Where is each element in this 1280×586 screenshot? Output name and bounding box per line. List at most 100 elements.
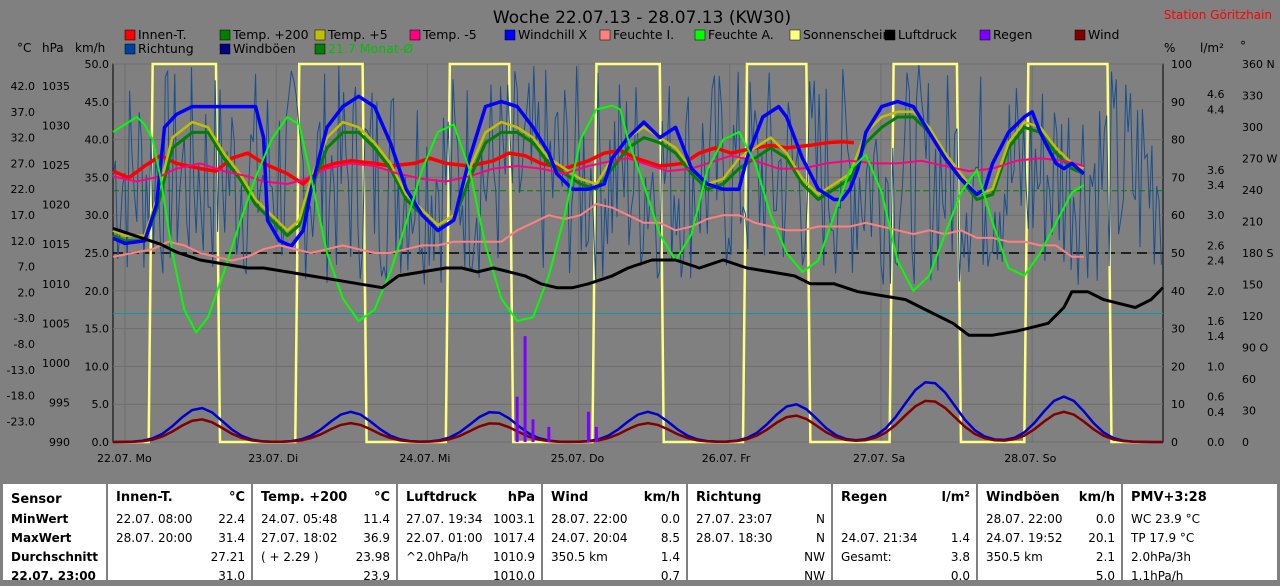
legend-label: Temp. +5 <box>327 27 388 42</box>
max-value: 31.4 <box>218 531 245 545</box>
hum-tick-label: 20 <box>1171 360 1185 373</box>
dir-tick-label: 150 <box>1242 279 1263 292</box>
min-value: 11.4 <box>363 512 390 526</box>
col-title: Wind <box>551 490 589 505</box>
press-tick-label: 990 <box>49 436 70 449</box>
legend-swatch <box>124 43 136 55</box>
col-title: Regen <box>841 490 888 505</box>
col-title: Temp. +200 <box>261 490 348 505</box>
temp-tick-label: 27.0 <box>11 157 36 170</box>
dir-tick-label: 240 <box>1242 184 1263 197</box>
weather-chart-area: 42.0 37.0 32.0 27.0 22.0 17.0 12.0 7.0 2.0 -3.0 -8… <box>6 8 1278 465</box>
press-tick-label: 1005 <box>42 317 70 330</box>
dir-tick-label: 300 <box>1242 121 1263 134</box>
dir-tick-label: 210 <box>1242 216 1263 229</box>
hum-tick-label: 90 <box>1171 96 1185 109</box>
avg-value: 1010.9 <box>493 550 535 564</box>
windchill-value: WC 23.9 °C <box>1131 512 1200 526</box>
day-label: 28.07. So <box>1004 452 1056 465</box>
wind-tick-label: 10.0 <box>85 360 110 373</box>
current-value: 0.0 <box>950 569 970 583</box>
dir-tick-label: 60 <box>1242 373 1256 386</box>
legend-swatch <box>979 29 991 41</box>
stats-col-wind: Wind km/h 28.07. 22:00 0.0 24.07. 20:04 8.5… <box>543 484 686 583</box>
temp-tick-label: -3.0 <box>14 312 35 325</box>
day-label: 25.07. Do <box>551 452 605 465</box>
legend-swatch <box>409 29 421 41</box>
axis-unit-rain: l/m² <box>1200 41 1224 55</box>
avg-value: 23.98 <box>355 550 390 564</box>
rain-tick-label: 0.4 <box>1207 406 1225 419</box>
current-value: NW <box>804 569 825 583</box>
legend-swatch <box>789 29 801 41</box>
series-tm5 <box>112 154 1085 185</box>
series-huma <box>112 104 1085 334</box>
dir-tick-label: 90 O <box>1242 342 1268 355</box>
rain-tick-label: 1.0 <box>1207 360 1225 373</box>
stats-col-luftdruck: Luftdruck hPa 27.07. 19:34 1003.1 22.07. 0… <box>398 484 541 583</box>
hum-tick-label: 0 <box>1171 436 1178 449</box>
rain-tick-label: 3.4 <box>1207 179 1225 192</box>
stats-row-labels: Sensor MinWert MaxWert Durchschnitt 22.0… <box>3 484 106 583</box>
col-title: Luftdruck <box>406 490 477 505</box>
stats-col-innen: Innen-T. °C 22.07. 08:00 22.4 28.07. 20:00… <box>108 484 251 583</box>
dewpoint-value: TP 17.9 °C <box>1131 531 1195 545</box>
avg-note: ^2.0hPa/h <box>406 550 469 564</box>
temp-tick-label: -23.0 <box>7 415 35 428</box>
avg-value: 2.1 <box>1095 550 1115 564</box>
hum-tick-label: 60 <box>1171 209 1185 222</box>
max-time: 27.07. 18:02 <box>261 531 338 545</box>
legend-swatch <box>599 29 611 41</box>
avg-value: 27.21 <box>210 550 245 564</box>
hum-tick-label: 70 <box>1171 171 1185 184</box>
current-value: 5.0 <box>1095 569 1115 583</box>
dir-tick-label: 180 S <box>1242 247 1273 260</box>
rain-tick-label: 2.0 <box>1207 285 1225 298</box>
label-maxwert: MaxWert <box>11 531 72 545</box>
stats-col-temp200: Temp. +200 °C 24.07. 05:48 11.4 27.07. 18:… <box>253 484 396 583</box>
legend-swatch <box>1074 29 1086 41</box>
series-wchill <box>112 94 1085 248</box>
avg-note: ( + 2.29 ) <box>261 550 319 564</box>
total-label: Gesamt: <box>841 550 892 564</box>
temp-tick-label: 22.0 <box>11 183 36 196</box>
legend-label: Temp. +200 <box>232 27 309 42</box>
press-tick-label: 1030 <box>42 120 70 133</box>
total-value: 3.8 <box>950 550 970 564</box>
temp-tick-label: -18.0 <box>7 390 35 403</box>
hum-tick-label: 40 <box>1171 285 1185 298</box>
label-sensor: Sensor <box>11 492 62 507</box>
press-tick-label: 1010 <box>42 278 70 291</box>
col-title: Windböen <box>986 490 1060 505</box>
temp-tick-label: 2.0 <box>18 286 36 299</box>
legend-swatch <box>314 29 326 41</box>
richtung-line <box>112 65 1162 285</box>
legend-label: Windböen <box>233 41 296 56</box>
press-tick-label: 1035 <box>42 80 70 93</box>
dir-tick-label: 0 <box>1242 436 1249 449</box>
press-tick-label: 1020 <box>42 199 70 212</box>
temp-tick-label: 32.0 <box>11 132 36 145</box>
current-value: 0.7 <box>660 569 680 583</box>
avg-value: 1.4 <box>660 550 680 564</box>
col-unit: l/m² <box>941 490 970 505</box>
max-value: 1017.4 <box>493 531 535 545</box>
stats-col-regen: Regen l/m² 24.07. 21:34 1.4 Gesamt: 3.8 0.0 <box>833 484 976 583</box>
day-label: 27.07. Sa <box>853 452 905 465</box>
legend-label: Wind <box>1088 27 1119 42</box>
avg-value: NW <box>804 550 825 564</box>
axis-unit-dir: ° <box>1240 39 1246 53</box>
pressure-trend-3h: 2.0hPa/3h <box>1131 550 1192 564</box>
hum-tick-label: 10 <box>1171 398 1185 411</box>
dir-tick-label: 30 <box>1242 405 1256 418</box>
max-value: N <box>816 531 825 545</box>
max-time: 24.07. 19:52 <box>986 531 1063 545</box>
legend-label: Feuchte I. <box>613 27 674 42</box>
min-time: 28.07. 22:00 <box>986 512 1063 526</box>
press-tick-label: 1025 <box>42 159 70 172</box>
max-value: 8.5 <box>660 531 680 545</box>
wind-tick-label: 0.0 <box>92 436 110 449</box>
series-t200 <box>112 115 1085 243</box>
stats-table: Sensor MinWert MaxWert Durchschnitt 22.0… <box>0 478 1280 583</box>
label-minwert: MinWert <box>11 512 69 526</box>
